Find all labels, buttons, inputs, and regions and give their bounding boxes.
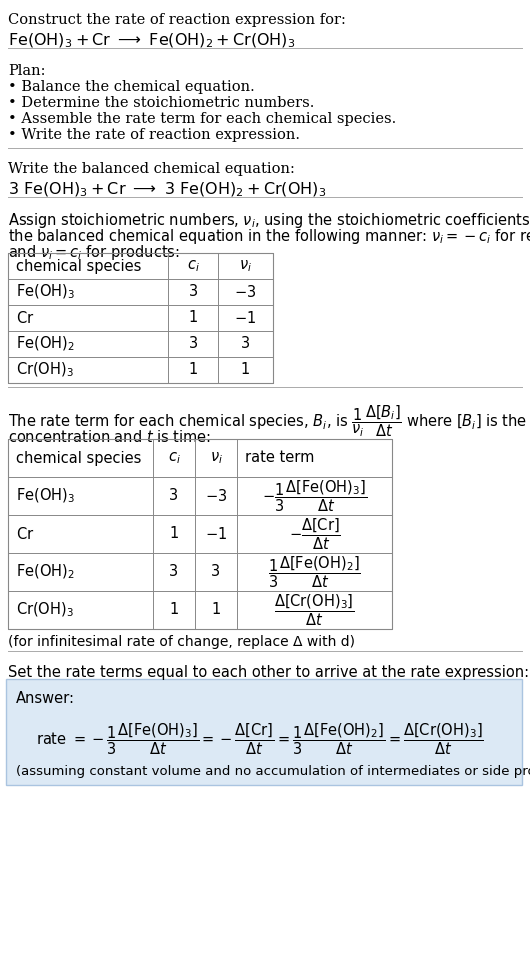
Text: Construct the rate of reaction expression for:: Construct the rate of reaction expressio… — [8, 13, 346, 27]
Text: chemical species: chemical species — [16, 259, 142, 273]
Text: $-3$: $-3$ — [234, 284, 257, 300]
Bar — [8, 439, 392, 629]
Text: 1: 1 — [188, 362, 198, 378]
Text: rate $= -\dfrac{1}{3}\dfrac{\Delta[\mathrm{Fe(OH)_3}]}{\Delta t}= -\dfrac{\Delta: rate $= -\dfrac{1}{3}\dfrac{\Delta[\math… — [36, 721, 484, 756]
Text: $\mathrm{Cr(OH)_3}$: $\mathrm{Cr(OH)_3}$ — [16, 601, 74, 619]
Text: 3: 3 — [211, 564, 220, 580]
Text: 3: 3 — [189, 284, 198, 300]
Text: $-1$: $-1$ — [234, 310, 257, 326]
Text: the balanced chemical equation in the following manner: $\nu_i = -c_i$ for react: the balanced chemical equation in the fo… — [8, 227, 530, 246]
Text: 3: 3 — [170, 489, 179, 504]
Text: $\mathrm{Fe(OH)_3}$: $\mathrm{Fe(OH)_3}$ — [16, 487, 75, 506]
Text: (assuming constant volume and no accumulation of intermediates or side products): (assuming constant volume and no accumul… — [16, 765, 530, 778]
Text: Answer:: Answer: — [16, 691, 75, 706]
Text: $-1$: $-1$ — [205, 526, 227, 542]
Bar — [8, 253, 273, 383]
Text: • Balance the chemical equation.: • Balance the chemical equation. — [8, 80, 255, 94]
Text: $\dfrac{\Delta[\mathrm{Cr(OH)_3}]}{\Delta t}$: $\dfrac{\Delta[\mathrm{Cr(OH)_3}]}{\Delt… — [274, 592, 355, 628]
FancyBboxPatch shape — [6, 679, 522, 785]
Text: $\dfrac{1}{3}\dfrac{\Delta[\mathrm{Fe(OH)_2}]}{\Delta t}$: $\dfrac{1}{3}\dfrac{\Delta[\mathrm{Fe(OH… — [268, 554, 361, 590]
Text: $\mathrm{Fe(OH)_3 + Cr\ \longrightarrow\ Fe(OH)_2 + Cr(OH)_3}$: $\mathrm{Fe(OH)_3 + Cr\ \longrightarrow\… — [8, 32, 296, 51]
Text: $\nu_i$: $\nu_i$ — [209, 450, 223, 466]
Text: Set the rate terms equal to each other to arrive at the rate expression:: Set the rate terms equal to each other t… — [8, 665, 529, 680]
Text: $\mathrm{Cr}$: $\mathrm{Cr}$ — [16, 526, 34, 542]
Text: 1: 1 — [170, 526, 179, 542]
Text: $\mathrm{Fe(OH)_2}$: $\mathrm{Fe(OH)_2}$ — [16, 335, 75, 353]
Text: Write the balanced chemical equation:: Write the balanced chemical equation: — [8, 162, 295, 176]
Text: (for infinitesimal rate of change, replace Δ with d): (for infinitesimal rate of change, repla… — [8, 635, 355, 649]
Text: $-\dfrac{\Delta[\mathrm{Cr}]}{\Delta t}$: $-\dfrac{\Delta[\mathrm{Cr}]}{\Delta t}$ — [288, 516, 340, 551]
Text: $\nu_i$: $\nu_i$ — [239, 258, 252, 274]
Text: chemical species: chemical species — [16, 451, 142, 466]
Text: Plan:: Plan: — [8, 64, 46, 78]
Text: The rate term for each chemical species, $B_i$, is $\dfrac{1}{\nu_i}\dfrac{\Delt: The rate term for each chemical species,… — [8, 403, 530, 438]
Text: 3: 3 — [189, 337, 198, 351]
Text: $\mathrm{Cr(OH)_3}$: $\mathrm{Cr(OH)_3}$ — [16, 361, 74, 380]
Text: $-3$: $-3$ — [205, 488, 227, 504]
Text: 1: 1 — [170, 602, 179, 618]
Text: $\mathrm{Fe(OH)_3}$: $\mathrm{Fe(OH)_3}$ — [16, 283, 75, 302]
Text: 3: 3 — [170, 564, 179, 580]
Text: 1: 1 — [188, 310, 198, 326]
Text: and $\nu_i = c_i$ for products:: and $\nu_i = c_i$ for products: — [8, 243, 180, 262]
Text: 1: 1 — [241, 362, 250, 378]
Text: 3: 3 — [241, 337, 250, 351]
Text: $c_i$: $c_i$ — [167, 450, 180, 466]
Text: concentration and $t$ is time:: concentration and $t$ is time: — [8, 429, 211, 445]
Text: $\mathrm{Cr}$: $\mathrm{Cr}$ — [16, 310, 34, 326]
Text: 1: 1 — [211, 602, 220, 618]
Text: $-\dfrac{1}{3}\dfrac{\Delta[\mathrm{Fe(OH)_3}]}{\Delta t}$: $-\dfrac{1}{3}\dfrac{\Delta[\mathrm{Fe(O… — [262, 478, 367, 513]
Text: $\mathrm{Fe(OH)_2}$: $\mathrm{Fe(OH)_2}$ — [16, 563, 75, 581]
Text: Assign stoichiometric numbers, $\nu_i$, using the stoichiometric coefficients, $: Assign stoichiometric numbers, $\nu_i$, … — [8, 211, 530, 230]
Text: $c_i$: $c_i$ — [187, 258, 199, 274]
Text: • Determine the stoichiometric numbers.: • Determine the stoichiometric numbers. — [8, 96, 314, 110]
Text: • Write the rate of reaction expression.: • Write the rate of reaction expression. — [8, 128, 300, 142]
Text: $\mathrm{3\ Fe(OH)_3 + Cr\ \longrightarrow\ 3\ Fe(OH)_2 + Cr(OH)_3}$: $\mathrm{3\ Fe(OH)_3 + Cr\ \longrightarr… — [8, 181, 326, 199]
Text: • Assemble the rate term for each chemical species.: • Assemble the rate term for each chemic… — [8, 112, 396, 126]
Text: rate term: rate term — [245, 451, 314, 466]
